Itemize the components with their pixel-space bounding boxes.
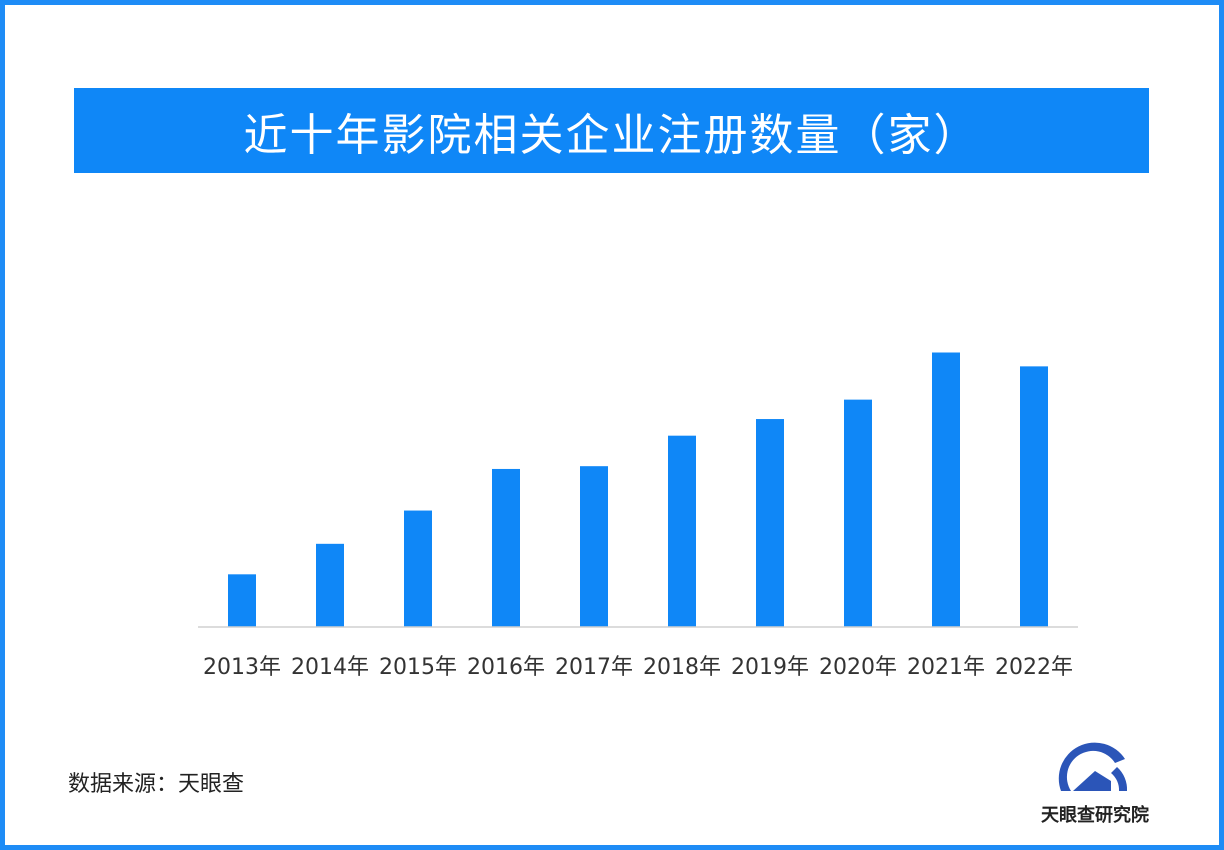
x-tick-label: 2020年 — [819, 655, 897, 680]
logo-text: 天眼查研究院 — [1041, 805, 1149, 826]
tianyancha-logo-icon — [1058, 742, 1128, 791]
x-tick-label: 2015年 — [379, 655, 457, 680]
x-tick-label: 2019年 — [731, 655, 809, 680]
bar-2015年 — [404, 510, 432, 627]
x-tick-labels: 2013年 2014年 2015年 2016年 2017年 2018年 2019年 2020年… — [203, 655, 1073, 680]
x-tick-label: 2013年 — [203, 655, 281, 680]
bar-2018年 — [668, 435, 696, 627]
x-tick-label: 2016年 — [467, 655, 545, 680]
x-tick-label: 2014年 — [291, 655, 369, 680]
data-source-note: 数据来源：天眼查 — [68, 772, 245, 797]
bars-group — [228, 352, 1048, 627]
bar-2020年 — [844, 399, 872, 627]
title-banner: 近十年影院相关企业注册数量（家） — [74, 88, 1149, 173]
bar-2013年 — [228, 574, 256, 627]
tianyancha-logo: 天眼查研究院 — [1030, 733, 1160, 828]
bar-2016年 — [492, 468, 520, 627]
bar-2017年 — [580, 466, 608, 627]
x-tick-label: 2021年 — [907, 655, 985, 680]
chart-title: 近十年影院相关企业注册数量（家） — [243, 109, 980, 161]
x-tick-label: 2018年 — [643, 655, 721, 680]
bar-2019年 — [756, 419, 784, 627]
bar-2014年 — [316, 543, 344, 627]
bar-2021年 — [932, 352, 960, 627]
x-tick-label: 2022年 — [995, 655, 1073, 680]
bar-2022年 — [1020, 366, 1048, 627]
x-tick-label: 2017年 — [555, 655, 633, 680]
